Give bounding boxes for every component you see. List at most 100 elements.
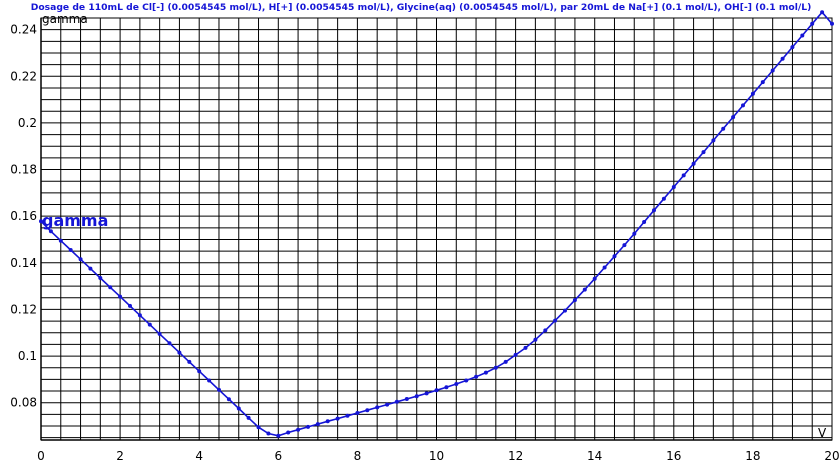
data-point	[39, 219, 43, 224]
y-tick-label: 0.12	[10, 302, 37, 316]
data-point	[217, 387, 221, 392]
x-tick-label: 2	[116, 449, 124, 463]
x-tick-label: 4	[195, 449, 203, 463]
data-point	[434, 388, 439, 393]
data-point	[830, 21, 834, 26]
data-point	[394, 399, 399, 404]
data-point	[78, 257, 83, 262]
data-point	[780, 56, 785, 61]
data-point	[760, 80, 765, 85]
data-point	[306, 424, 310, 429]
data-point	[513, 352, 518, 357]
data-point	[691, 161, 696, 166]
data-point	[375, 405, 380, 410]
data-point	[474, 374, 479, 379]
y-tick-label: 0.16	[10, 209, 37, 223]
data-point	[800, 33, 805, 38]
data-point	[770, 68, 775, 73]
data-point	[167, 341, 172, 346]
data-point	[543, 328, 548, 333]
data-point	[88, 266, 93, 271]
axes	[40, 17, 833, 441]
data-point	[147, 322, 152, 327]
data-point	[701, 150, 706, 155]
chart-title: Dosage de 110mL de Cl[-] (0.0054545 mol/…	[31, 2, 812, 13]
data-point	[325, 419, 330, 424]
data-point	[177, 350, 182, 355]
data-point	[790, 45, 795, 50]
data-point	[711, 138, 716, 143]
x-tick-label: 8	[354, 449, 362, 463]
data-point	[503, 359, 508, 364]
data-point	[810, 21, 815, 26]
data-point	[246, 415, 251, 420]
data-point	[197, 369, 202, 374]
data-point	[454, 382, 459, 386]
series	[39, 10, 834, 438]
data-point	[404, 397, 409, 401]
x-axis-label: V	[818, 426, 827, 440]
x-tick-label: 6	[274, 449, 282, 463]
data-point	[464, 378, 469, 383]
data-point	[345, 413, 350, 418]
data-point	[741, 103, 745, 108]
data-point	[652, 208, 656, 213]
data-point	[612, 254, 617, 259]
data-point	[750, 91, 755, 96]
data-point	[108, 285, 113, 290]
data-point	[553, 318, 558, 323]
data-point	[296, 427, 301, 432]
data-point	[820, 10, 825, 15]
data-point	[563, 308, 567, 313]
data-point	[58, 238, 63, 243]
y-tick-label: 0.14	[10, 256, 37, 270]
data-point	[721, 126, 726, 131]
y-axis-label: gamma	[42, 12, 88, 26]
x-tick-label: 10	[429, 449, 444, 463]
data-point	[157, 331, 162, 336]
x-tick-label: 0	[37, 449, 45, 463]
data-point	[256, 425, 261, 430]
legend-series-name: gamma	[42, 211, 108, 230]
data-point	[137, 313, 142, 318]
x-tick-label: 20	[824, 449, 839, 463]
x-tick-label: 16	[666, 449, 681, 463]
data-point	[335, 416, 340, 421]
y-tick-label: 0.08	[10, 396, 37, 410]
data-point	[128, 303, 132, 308]
data-point	[731, 115, 736, 120]
data-point	[414, 394, 419, 399]
data-point	[493, 365, 498, 370]
data-point	[315, 422, 320, 427]
data-point	[355, 411, 360, 415]
data-point	[642, 220, 647, 224]
data-point	[236, 406, 241, 411]
x-tick-label: 12	[508, 449, 523, 463]
y-tick-label: 0.18	[10, 163, 37, 177]
data-point	[602, 265, 607, 270]
data-point	[48, 229, 53, 234]
data-point	[187, 359, 192, 364]
data-point	[592, 276, 597, 281]
data-point	[385, 402, 390, 407]
data-point	[118, 294, 123, 299]
data-point	[365, 408, 370, 413]
data-point	[582, 287, 587, 292]
y-tick-label: 0.22	[10, 69, 37, 83]
y-tick-label: 0.1	[18, 349, 37, 363]
tick-labels: 0 2 4 6 8 10 12 14 16 18 20 0.08 0.1 0.12 0.14 0.16 0.18…	[10, 23, 839, 463]
data-point	[523, 345, 528, 350]
data-point	[671, 185, 676, 189]
data-point	[572, 298, 577, 303]
data-point	[276, 433, 281, 438]
data-point	[632, 231, 637, 236]
data-point	[661, 196, 666, 201]
data-point	[622, 243, 627, 248]
data-point	[68, 248, 73, 252]
data-point	[226, 397, 231, 402]
data-point	[424, 391, 429, 396]
data-point	[98, 276, 103, 280]
data-point	[207, 378, 212, 383]
